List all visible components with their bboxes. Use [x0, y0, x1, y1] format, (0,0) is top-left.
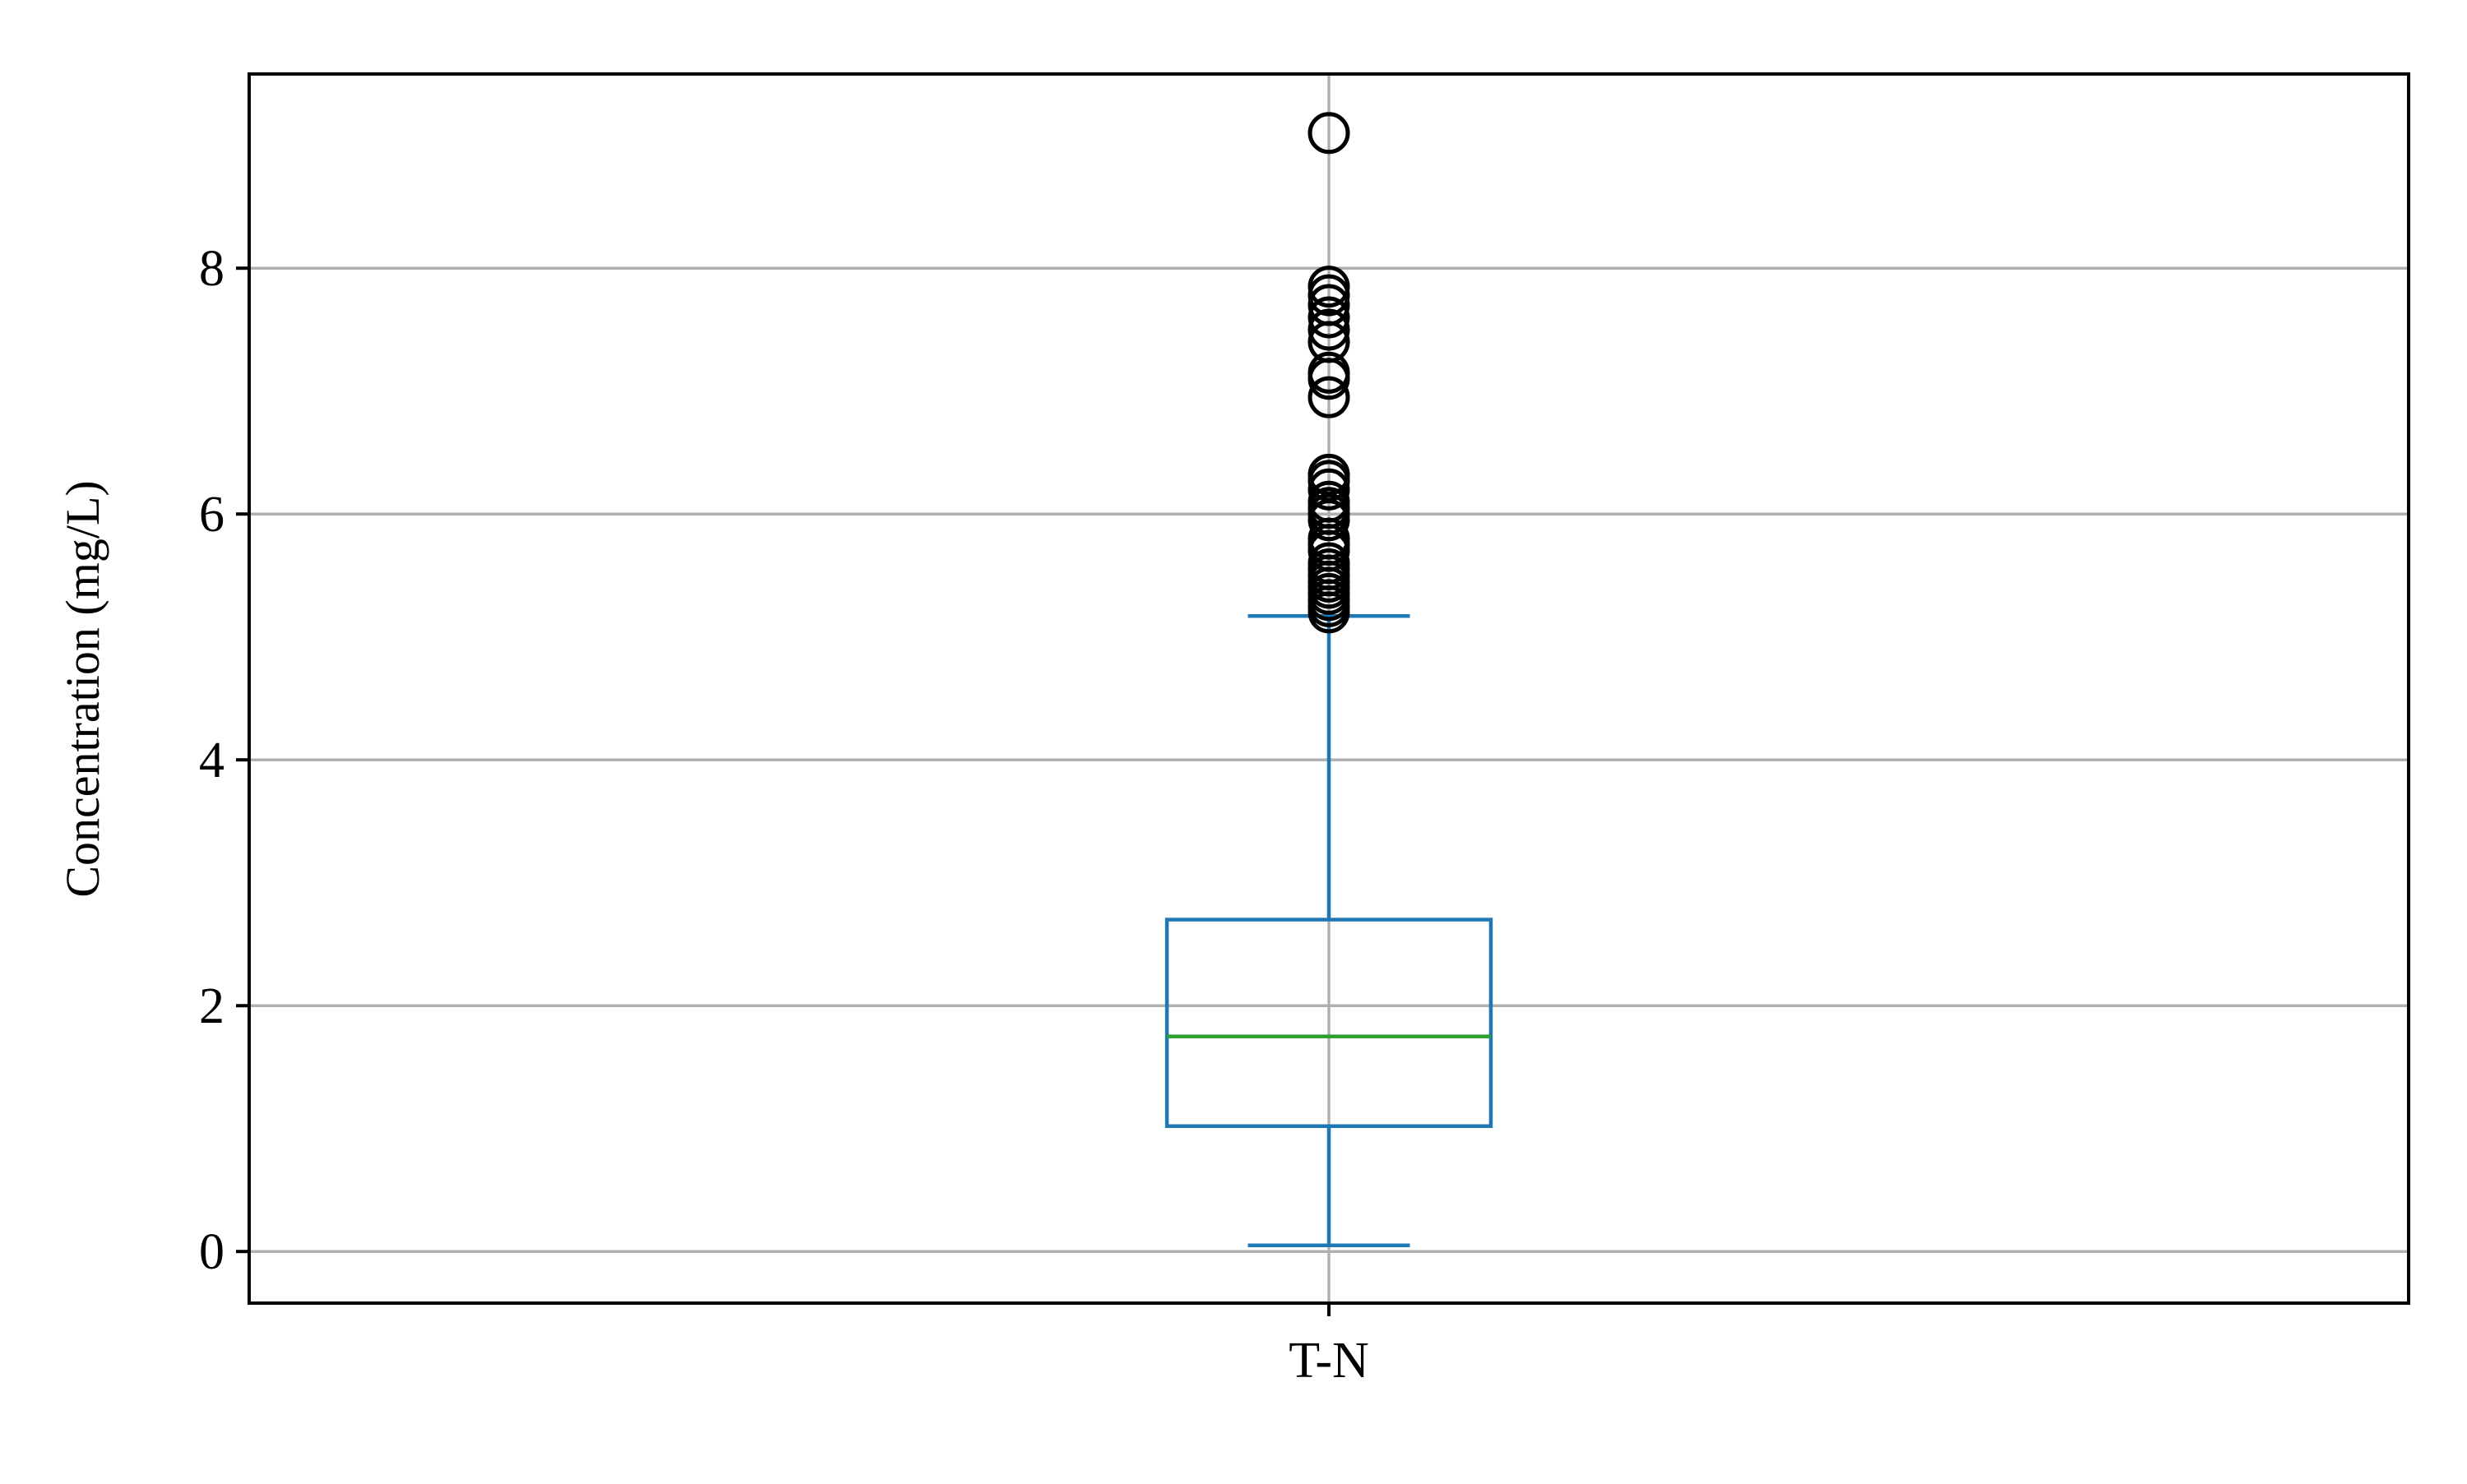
outlier-point	[1308, 296, 1350, 339]
outlier-point	[1308, 376, 1350, 418]
box-layer	[1164, 112, 1493, 1247]
y-tick-label: 6	[199, 487, 224, 543]
iqr-box	[1164, 918, 1493, 1128]
outlier-point	[1308, 480, 1350, 523]
outlier-point	[1308, 266, 1350, 308]
y-tick-label: 4	[199, 733, 224, 788]
y-tick-label: 8	[199, 241, 224, 297]
x-tick-label: T-N	[1289, 1333, 1369, 1389]
outlier-point	[1308, 542, 1350, 585]
y-tick-label: 0	[199, 1224, 224, 1280]
y-axis-label: Concentration (mg/L)	[56, 480, 109, 897]
outlier-point	[1308, 351, 1350, 394]
outlier-point	[1308, 284, 1350, 326]
outlier-point	[1308, 453, 1350, 496]
outlier-point	[1308, 308, 1350, 351]
tick-layer: 0 2 4 6 8 T-N	[199, 241, 1369, 1389]
y-tick-label: 2	[199, 978, 224, 1034]
outlier-point	[1308, 112, 1350, 155]
